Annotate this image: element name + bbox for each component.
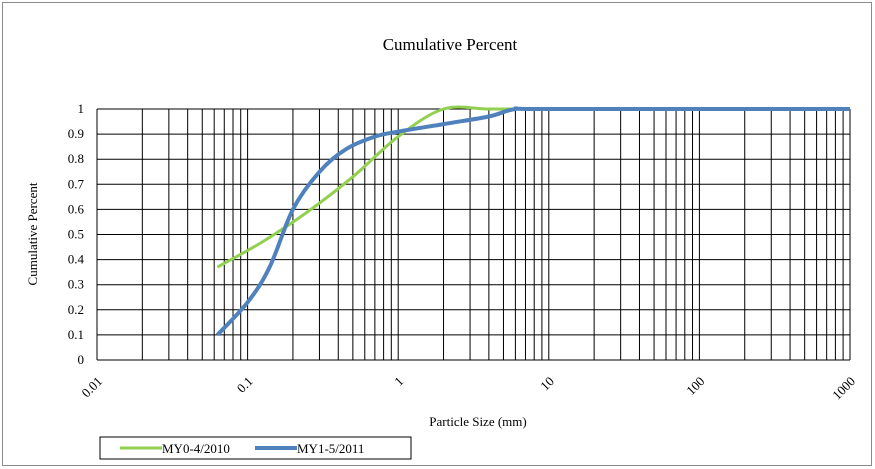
- grid-lines: [96, 108, 851, 361]
- y-tick-label: 0.7: [68, 176, 85, 191]
- x-tick-label: 100: [683, 374, 707, 398]
- x-tick-label: 10: [537, 374, 557, 394]
- y-tick-label: 0.9: [68, 126, 84, 141]
- y-tick-label: 0.6: [68, 201, 85, 216]
- x-tick-label: 0.1: [234, 374, 256, 396]
- y-tick-label: 0.1: [68, 327, 84, 342]
- chart-title: Cumulative Percent: [383, 35, 518, 54]
- legend-label-series-2: MY1-5/2011: [297, 441, 364, 456]
- series-line-2: [215, 106, 850, 337]
- y-tick-label: 0.2: [68, 302, 84, 317]
- y-tick-label: 0.3: [68, 277, 84, 292]
- x-axis-label: Particle Size (mm): [429, 414, 526, 429]
- x-tick-label: 0.01: [78, 374, 105, 401]
- x-tick-label: 1000: [829, 374, 858, 403]
- y-axis-label: Cumulative Percent: [25, 182, 40, 285]
- y-tick-label: 0.4: [68, 252, 85, 267]
- y-tick-label: 0.8: [68, 151, 84, 166]
- y-tick-label: 0.5: [68, 227, 84, 242]
- x-tick-label: 1: [391, 374, 406, 389]
- y-tick-label: 0: [78, 352, 85, 367]
- series-line-1: [216, 105, 850, 269]
- y-tick-label: 1: [78, 101, 85, 116]
- x-tick-labels: 0.01 0.1 1 10 100 1000: [78, 374, 858, 403]
- legend-label-series-1: MY0-4/2010: [162, 441, 230, 456]
- legend: MY0-4/2010 MY1-5/2011: [99, 436, 412, 460]
- y-tick-labels: 0 0.1 0.2 0.3 0.4 0.5 0.6 0.7 0.8 0.9 1: [68, 101, 85, 367]
- series-lines: [215, 105, 850, 337]
